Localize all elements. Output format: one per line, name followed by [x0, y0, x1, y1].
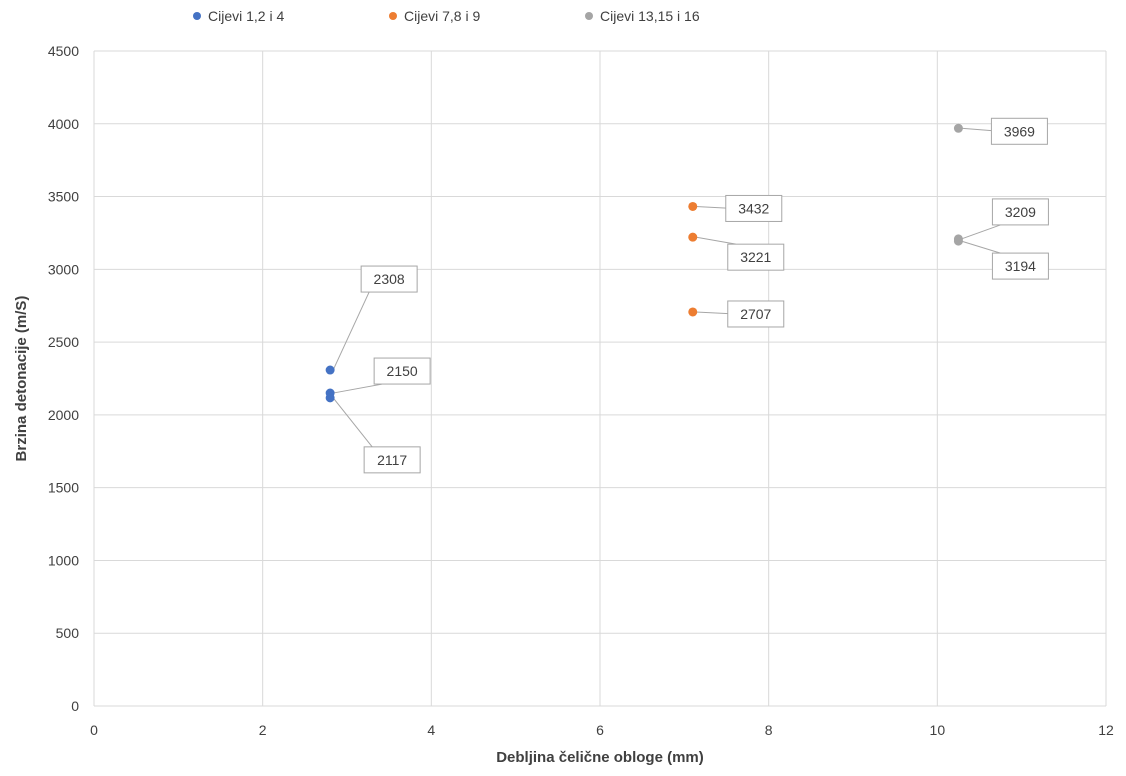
- data-label-leader: [961, 240, 1001, 254]
- legend-label: Cijevi 1,2 i 4: [208, 8, 284, 24]
- data-label: 3221: [740, 249, 771, 265]
- x-tick-label: 6: [596, 722, 604, 738]
- data-label: 2117: [377, 452, 407, 468]
- data-label: 3209: [1005, 204, 1036, 220]
- y-tick-label: 4000: [48, 116, 79, 132]
- data-labels: 2308 2150 2117 3432 3221 2707 3969 3209 3194: [332, 117, 1049, 474]
- legend-label: Cijevi 7,8 i 9: [404, 8, 480, 24]
- data-points: [325, 123, 963, 403]
- y-tick-label: 0: [71, 698, 79, 714]
- x-axis-title: Debljina čelične obloge (mm): [496, 749, 704, 766]
- legend: Cijevi 1,2 i 4 Cijevi 7,8 i 9 Cijevi 13,15…: [193, 8, 700, 24]
- data-label-leader: [333, 383, 383, 394]
- data-point: [688, 201, 698, 211]
- data-label-box: [991, 252, 1049, 280]
- x-tick-label: 12: [1098, 722, 1114, 738]
- data-label: 2150: [387, 363, 418, 379]
- data-label: 3969: [1004, 123, 1035, 139]
- y-tick-label: 2000: [48, 407, 79, 423]
- y-tick-label: 4500: [48, 43, 79, 59]
- data-label-leader: [332, 397, 373, 448]
- data-label: 3194: [1005, 258, 1036, 274]
- legend-marker: [389, 12, 397, 20]
- data-point: [953, 123, 963, 133]
- data-label-leader: [961, 224, 1001, 240]
- data-label-box: [990, 117, 1048, 145]
- y-tick-label: 1500: [48, 480, 79, 496]
- legend-label: Cijevi 13,15 i 16: [600, 8, 700, 24]
- data-label-box: [991, 198, 1049, 226]
- data-label-leader: [695, 236, 736, 245]
- y-tick-label: 1000: [48, 552, 79, 568]
- data-label-leader: [332, 291, 370, 371]
- axes: 0 2 4 6 8 10 12 0 500 1000 1500 2000 2500 3000 3500 400…: [48, 43, 1114, 738]
- y-tick-label: 2500: [48, 334, 79, 350]
- legend-marker: [585, 12, 593, 20]
- data-label: 3432: [738, 200, 769, 216]
- x-tick-label: 8: [765, 722, 773, 738]
- data-label-box: [363, 446, 421, 474]
- data-point: [688, 307, 698, 317]
- x-tick-label: 4: [427, 722, 435, 738]
- data-label-box: [727, 243, 785, 271]
- legend-marker: [193, 12, 201, 20]
- x-tick-label: 2: [259, 722, 267, 738]
- data-label-box: [360, 265, 418, 293]
- y-tick-label: 3000: [48, 261, 79, 277]
- y-tick-label: 3500: [48, 189, 79, 205]
- data-label: 2308: [374, 271, 405, 287]
- y-tick-label: 500: [56, 625, 80, 641]
- data-label-box: [727, 300, 785, 328]
- data-point: [688, 232, 698, 242]
- grid: [93, 50, 1107, 707]
- data-point: [325, 393, 335, 403]
- data-label: 2707: [740, 306, 771, 322]
- data-point: [325, 365, 335, 375]
- data-point: [953, 236, 963, 246]
- data-label-box: [725, 194, 783, 222]
- data-label-box: [373, 357, 431, 385]
- x-tick-label: 10: [930, 722, 946, 738]
- y-axis-title: Brzina detonacije (m/S): [13, 296, 30, 462]
- x-tick-label: 0: [90, 722, 98, 738]
